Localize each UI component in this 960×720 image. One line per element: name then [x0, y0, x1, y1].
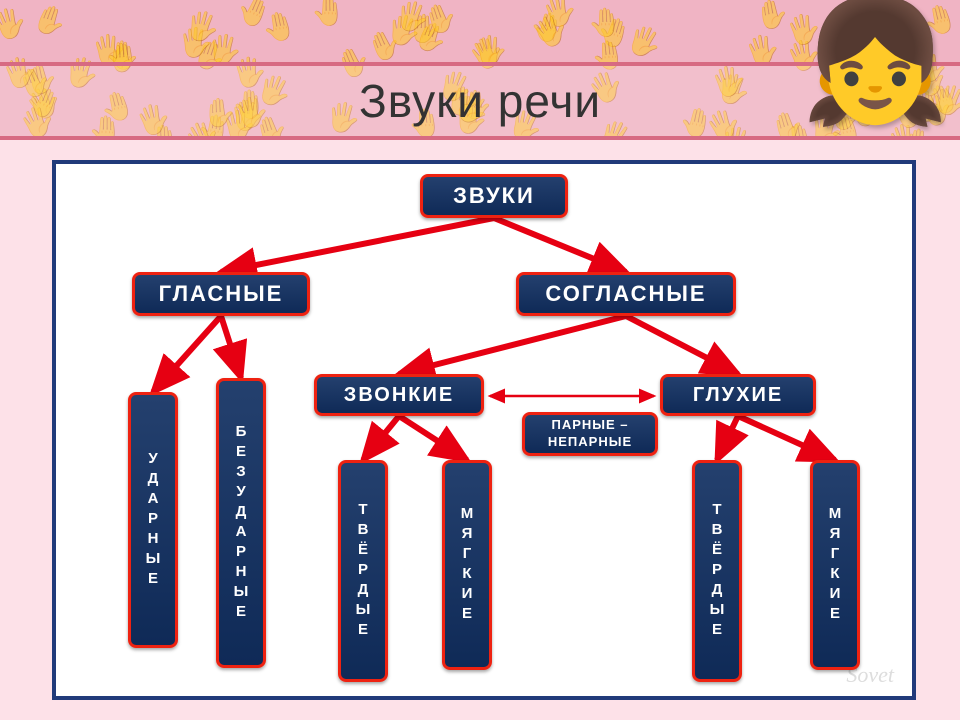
node-root: ЗВУКИ — [420, 174, 568, 218]
node-soft1: МЯГКИЕ — [442, 460, 492, 670]
hand-icon: 🖐 — [0, 3, 31, 44]
node-paired: ПАРНЫЕ – НЕПАРНЫЕ — [522, 412, 658, 456]
arrow — [363, 416, 399, 460]
page: 🖐✋🤚🖐🖐✋🤚🖐🖐✋🤚🖐🖐✋🤚🖐🖐✋🤚🖐🖐✋🤚🖐🖐✋🤚🖐🖐✋🤚🖐🖐✋🤚🖐🖐✋🤚🖐… — [0, 0, 960, 720]
hand-icon: 🤚 — [259, 6, 300, 46]
arrow — [399, 416, 467, 460]
node-vowels: ГЛАСНЫЕ — [132, 272, 310, 316]
girl-illustration: 👧 — [801, 0, 950, 132]
node-voiceless: ГЛУХИЕ — [660, 374, 816, 416]
hand-icon: 🤚 — [588, 6, 624, 40]
arrow — [494, 218, 626, 272]
arrow — [221, 218, 494, 272]
arrow — [738, 416, 835, 460]
node-soft2: МЯГКИЕ — [810, 460, 860, 670]
arrow — [717, 416, 738, 460]
node-hard2: ТВЁРДЫЕ — [692, 460, 742, 682]
page-title: Звуки речи — [359, 74, 601, 128]
arrow — [399, 316, 626, 374]
arrow — [626, 316, 738, 374]
node-voiced: ЗВОНКИЕ — [314, 374, 484, 416]
hand-icon: ✋ — [28, 0, 72, 42]
node-stressed: УДАРНЫЕ — [128, 392, 178, 648]
arrow — [221, 316, 241, 378]
diagram-frame: Sovet ЗВУКИГЛАСНЫЕСОГЛАСНЫЕЗВОНКИЕГЛУХИЕ… — [52, 160, 916, 700]
node-unstressed: БЕЗУДАРНЫЕ — [216, 378, 266, 668]
node-consonants: СОГЛАСНЫЕ — [516, 272, 736, 316]
arrow — [153, 316, 221, 392]
node-hard1: ТВЁРДЫЕ — [338, 460, 388, 682]
hand-icon: 🤚 — [311, 0, 346, 28]
